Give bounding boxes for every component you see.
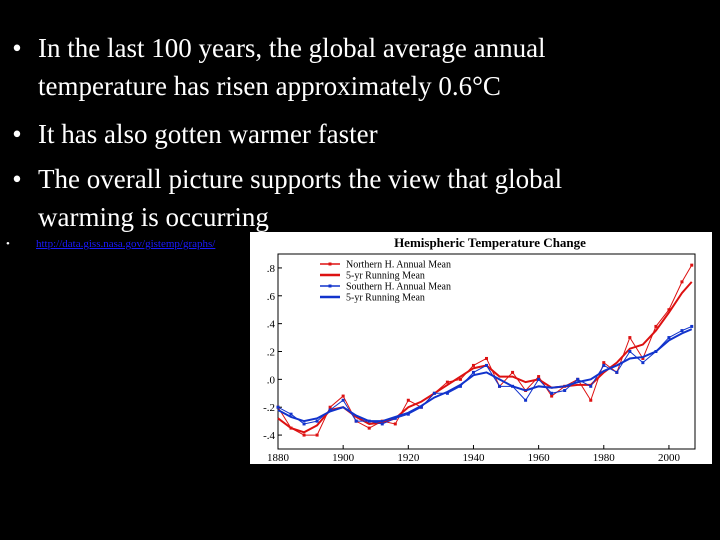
bullet-1-line-1: In the last 100 years, the global averag… (38, 33, 546, 63)
southern-annual-mean-point (315, 419, 319, 423)
southern-annual-mean-point (576, 377, 580, 381)
legend-marker (328, 262, 332, 266)
bullet-1-line-2: temperature has risen approximately 0.6°… (38, 71, 501, 101)
x-tick-label: 1900 (332, 452, 355, 464)
southern-annual-mean-point (690, 324, 694, 328)
northern-annual-mean-point (628, 336, 632, 340)
southern-annual-mean-point (589, 384, 593, 388)
northern-annual-mean-point (458, 377, 462, 381)
northern-annual-mean-point (393, 422, 397, 426)
southern-annual-mean-point (537, 377, 541, 381)
southern-annual-mean-point (471, 370, 475, 374)
southern-annual-mean-point (419, 405, 423, 409)
bullet-3-line-1: The overall picture supports the view th… (38, 164, 563, 194)
southern-annual-mean-point (524, 398, 528, 402)
southern-annual-mean-point (289, 412, 293, 416)
southern-annual-mean-point (276, 405, 280, 409)
legend-label: 5-yr Running Mean (346, 293, 425, 304)
y-tick-label: .2 (267, 347, 275, 359)
bullet-dot: • (12, 33, 22, 63)
y-tick-label: .0 (267, 374, 276, 386)
southern-annual-mean-point (380, 422, 384, 426)
plot-frame (277, 253, 696, 450)
northern-annual-mean-point (589, 398, 593, 402)
northern-annual-mean-point (537, 375, 541, 379)
southern-annual-mean-point (615, 370, 619, 374)
southern-annual-mean-point (445, 391, 449, 395)
northern-annual-mean-point (445, 380, 449, 384)
legend-label: 5-yr Running Mean (346, 271, 425, 282)
northern-annual-mean-point (328, 405, 332, 409)
southern-annual-mean-point (302, 422, 306, 426)
x-tick-label: 1980 (593, 452, 616, 464)
southern-annual-mean-point (667, 336, 671, 340)
y-tick-label: .4 (267, 319, 276, 331)
source-link[interactable]: http://data.giss.nasa.gov/gistemp/graphs… (36, 238, 216, 250)
southern-annual-mean-point (328, 408, 332, 412)
legend-label: Northern H. Annual Mean (346, 260, 451, 271)
southern-annual-mean-point (341, 398, 345, 402)
y-tick-label: -.2 (263, 402, 275, 414)
x-tick-label: 1960 (528, 452, 551, 464)
northern-annual-mean-point (550, 394, 554, 398)
northern-annual-mean-point (602, 361, 606, 365)
northern-annual-mean-point (406, 398, 410, 402)
temperature-chart: Hemispheric Temperature Change -.4 -.2 .0.… (250, 232, 712, 464)
bullet-dot: • (12, 119, 22, 149)
northern-annual-mean-point (302, 433, 306, 437)
southern-annual-mean-point (680, 329, 684, 333)
chart-svg: Hemispheric Temperature Change -.4 -.2 .0.… (250, 232, 712, 464)
bullet-dot: • (12, 164, 22, 194)
northern-annual-mean-point (654, 324, 658, 328)
southern-annual-mean-point (550, 391, 554, 395)
southern-annual-mean-point (628, 350, 632, 353)
northern-annual-mean-point (367, 426, 371, 430)
bullet-2-line-1: It has also gotten warmer faster (38, 119, 378, 149)
y-tick-label: .8 (267, 263, 276, 275)
x-tick-label: 1880 (267, 452, 290, 464)
southern-running-mean-line (277, 328, 693, 423)
x-tick-label: 2000 (658, 452, 681, 464)
northern-annual-mean-point (690, 263, 694, 267)
southern-annual-mean-point (563, 389, 567, 392)
southern-annual-mean-point (406, 412, 410, 416)
northern-annual-mean-point (641, 356, 645, 360)
southern-annual-mean-point (641, 361, 645, 365)
northern-annual-mean-point (680, 280, 684, 284)
x-tick-label: 1920 (397, 452, 420, 464)
northern-annual-mean-point (667, 308, 671, 312)
southern-annual-mean-point (354, 419, 358, 423)
northern-annual-mean-point (511, 370, 515, 374)
southern-annual-mean-point (485, 363, 488, 367)
legend-marker (328, 284, 332, 288)
northern-annual-mean-point (485, 356, 488, 360)
x-tick-label: 1940 (462, 452, 485, 464)
southern-annual-mean-point (498, 384, 502, 388)
y-tick-label: -.4 (263, 430, 275, 442)
southern-annual-mean-point (458, 384, 462, 388)
southern-annual-mean-point (602, 363, 606, 367)
southern-annual-mean-point (393, 416, 397, 420)
bullet-3-line-2: warming is occurring (38, 202, 269, 232)
northern-annual-mean-point (341, 394, 345, 398)
northern-annual-mean-point (315, 433, 319, 437)
chart-title: Hemispheric Temperature Change (394, 235, 586, 250)
y-tick-label: .6 (267, 291, 276, 303)
southern-annual-mean-point (432, 391, 436, 395)
bullet-dot: • (6, 238, 10, 250)
legend-label: Southern H. Annual Mean (346, 282, 451, 293)
northern-annual-mean-point (471, 363, 475, 367)
